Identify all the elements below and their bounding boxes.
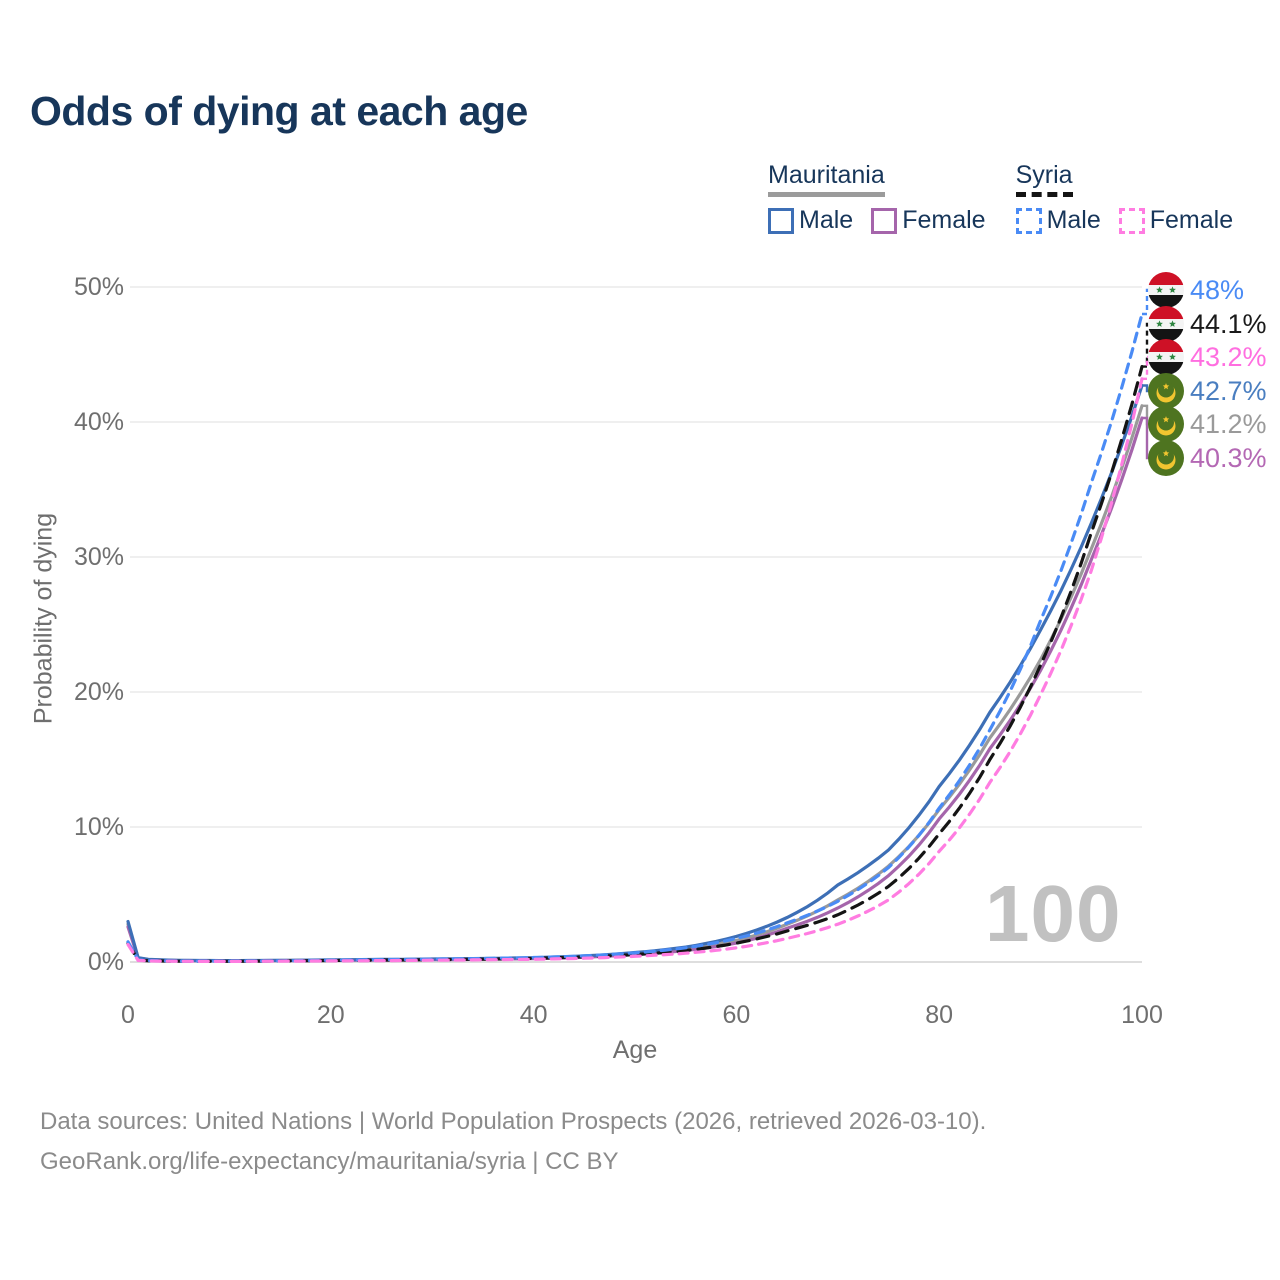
legend: Mauritania Male Female Syria Male Female bbox=[768, 160, 1233, 235]
end-label-syria[interactable]: 44.1% bbox=[1148, 306, 1267, 342]
end-label-leader bbox=[1142, 322, 1153, 368]
legend-swatch bbox=[1118, 207, 1145, 234]
x-tick-label: 0 bbox=[121, 1001, 135, 1029]
end-label-value: 43.2% bbox=[1190, 342, 1267, 372]
y-tick-label: 40% bbox=[73, 408, 124, 436]
end-label-value: 41.2% bbox=[1190, 409, 1267, 439]
mauritania-flag-icon bbox=[1148, 406, 1184, 442]
legend-item-mauritania-male[interactable]: Male bbox=[768, 206, 853, 235]
hover-age-watermark: 100 bbox=[985, 869, 1122, 958]
legend-item-label: Female bbox=[1149, 206, 1234, 234]
mauritania-flag-icon bbox=[1148, 373, 1184, 409]
legend-swatch bbox=[871, 207, 898, 234]
page-title: Odds of dying at each age bbox=[30, 88, 528, 134]
legend-group-syria: Syria Male Female bbox=[1015, 160, 1234, 235]
end-label-mauritania-female[interactable]: 40.3% bbox=[1148, 440, 1267, 476]
mauritania-flag-icon bbox=[1148, 440, 1184, 476]
syria-flag-icon bbox=[1148, 339, 1184, 375]
end-label-mauritania-male[interactable]: 42.7% bbox=[1148, 373, 1267, 409]
syria-flag-icon bbox=[1148, 272, 1184, 308]
legend-swatch bbox=[768, 207, 794, 234]
legend-item-syria-female[interactable]: Female bbox=[1118, 206, 1234, 235]
legend-item-label: Male bbox=[799, 206, 854, 234]
legend-item-label: Female bbox=[902, 206, 986, 234]
footer-data-sources: Data sources: United Nations | World Pop… bbox=[40, 1108, 987, 1135]
end-label-mauritania[interactable]: 41.2% bbox=[1148, 406, 1267, 442]
legend-country-label: Mauritania bbox=[768, 160, 885, 197]
x-tick-label: 40 bbox=[519, 1001, 548, 1029]
x-axis-title: Age bbox=[612, 1036, 658, 1064]
series-line-syria[interactable] bbox=[126, 365, 1144, 963]
y-tick-label: 30% bbox=[73, 543, 124, 571]
legend-swatch bbox=[1015, 207, 1042, 234]
x-tick-label: 100 bbox=[1121, 1001, 1163, 1029]
legend-group-mauritania: Mauritania Male Female bbox=[768, 160, 986, 235]
legend-country-label: Syria bbox=[1015, 160, 1073, 197]
footer-attribution: GeoRank.org/life-expectancy/mauritania/s… bbox=[40, 1148, 619, 1175]
series-line-mauritania-male[interactable] bbox=[126, 383, 1144, 963]
syria-flag-icon bbox=[1148, 306, 1184, 342]
y-tick-label: 10% bbox=[73, 813, 124, 841]
y-axis-title: Probability of dying bbox=[29, 512, 58, 725]
end-label-value: 44.1% bbox=[1190, 309, 1267, 339]
legend-item-mauritania-female[interactable]: Female bbox=[871, 206, 986, 235]
legend-item-label: Male bbox=[1046, 206, 1101, 234]
y-tick-label: 0% bbox=[87, 948, 124, 976]
y-tick-label: 50% bbox=[73, 273, 124, 301]
end-label-syria-female[interactable]: 43.2% bbox=[1148, 339, 1267, 375]
end-label-value: 42.7% bbox=[1190, 376, 1267, 406]
legend-item-syria-male[interactable]: Male bbox=[1015, 206, 1101, 235]
end-label-value: 40.3% bbox=[1190, 443, 1267, 473]
series-line-mauritania-female[interactable] bbox=[126, 416, 1144, 963]
x-tick-label: 80 bbox=[925, 1001, 954, 1029]
y-tick-label: 20% bbox=[73, 678, 124, 706]
x-tick-label: 20 bbox=[316, 1001, 345, 1029]
end-label-syria-male[interactable]: 48% bbox=[1148, 272, 1244, 308]
series-line-syria-female[interactable] bbox=[126, 377, 1144, 963]
end-label-value: 48% bbox=[1190, 275, 1245, 305]
series-line-mauritania[interactable] bbox=[126, 404, 1144, 963]
series-line-syria-male[interactable] bbox=[126, 312, 1144, 963]
x-tick-label: 60 bbox=[722, 1001, 751, 1029]
